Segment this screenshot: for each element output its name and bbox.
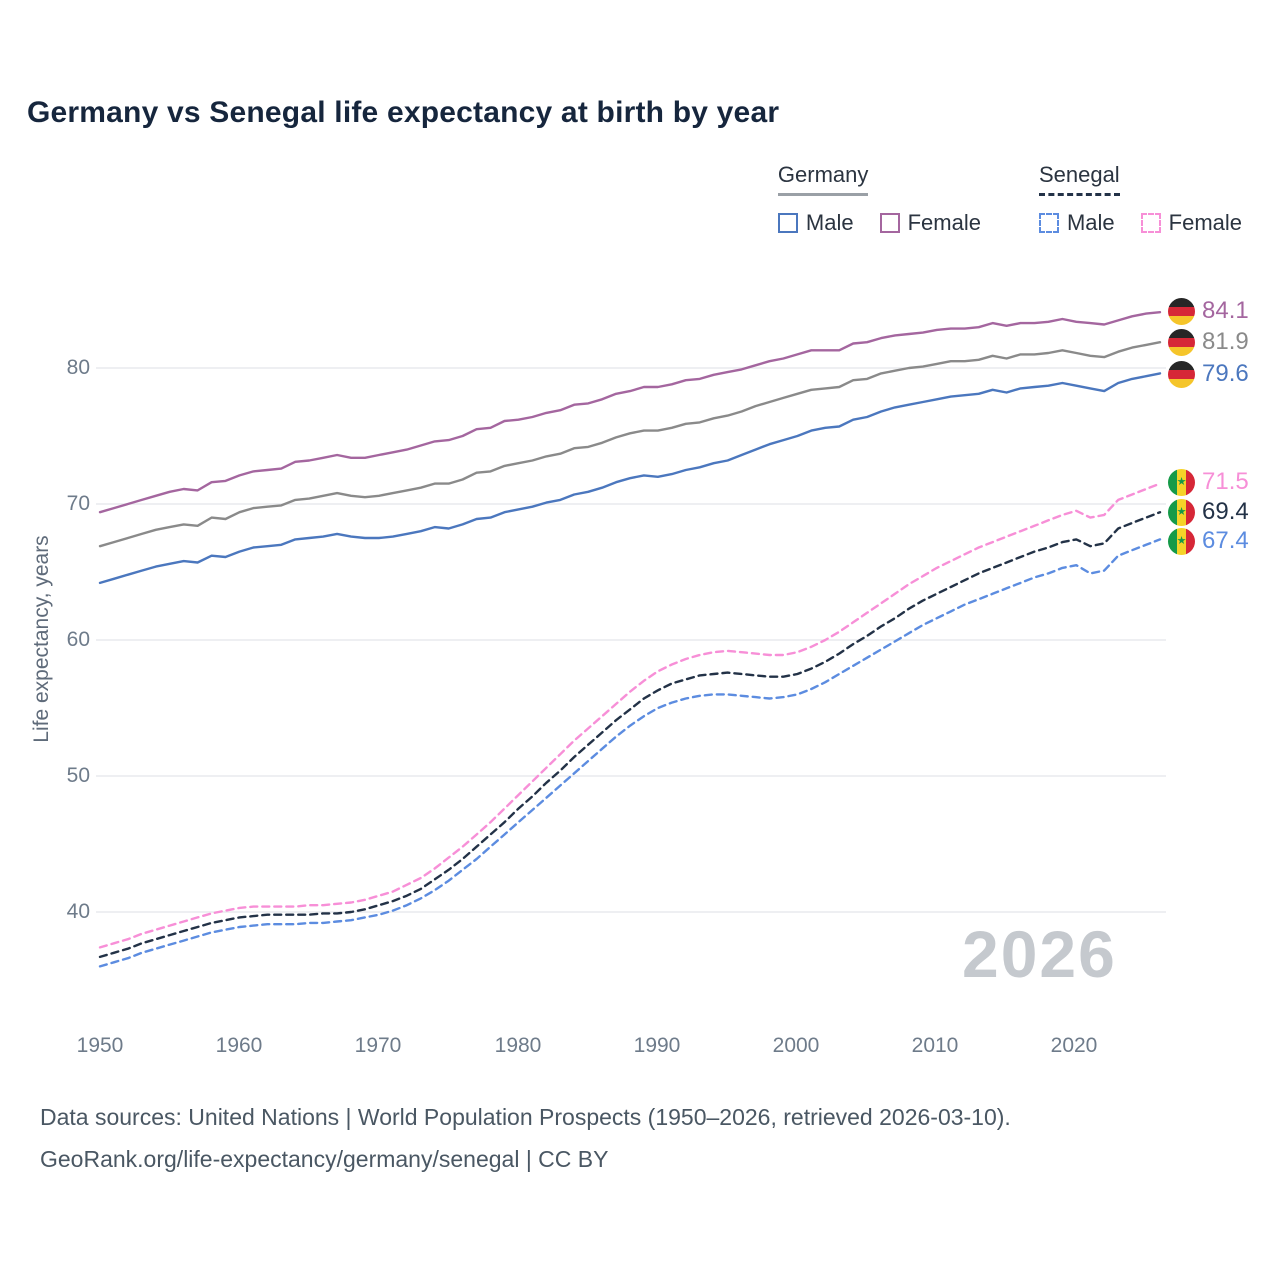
year-watermark: 2026 [962, 917, 1117, 991]
y-tick-40: 40 [66, 900, 90, 923]
x-tick-2000: 2000 [772, 1034, 820, 1057]
footer: Data sources: United Nations | World Pop… [40, 1096, 1011, 1180]
germany-female-swatch-icon [879, 213, 900, 233]
legend-germany-male-label: Male [805, 210, 854, 235]
x-tick-2020: 2020 [1050, 1034, 1098, 1057]
senegal-male-swatch-icon [1038, 213, 1059, 233]
end-label-germany-female: 84.1 [1168, 297, 1249, 325]
legend-germany-female-label: Female [907, 210, 981, 235]
senegal-flag-icon [1168, 468, 1195, 496]
attribution-line: GeoRank.org/life-expectancy/germany/sene… [40, 1146, 609, 1172]
senegal-flag-icon [1168, 527, 1195, 555]
legend: Germany Male Female Senegal Male Female [777, 162, 1242, 236]
end-label-senegal-female: 71.5 [1168, 468, 1249, 496]
senegal-flag-icon [1168, 498, 1195, 526]
legend-senegal-female-label: Female [1168, 210, 1242, 235]
x-tick-1980: 1980 [494, 1034, 542, 1057]
end-value: 71.5 [1202, 468, 1249, 495]
series-line-senegal-both-sexes [98, 511, 1162, 959]
series-line-germany-both-sexes [98, 341, 1162, 548]
end-value: 67.4 [1202, 527, 1249, 554]
legend-group-senegal: Senegal Male Female [1038, 162, 1242, 236]
legend-senegal-male-label: Male [1066, 210, 1115, 235]
x-tick-1960: 1960 [215, 1034, 263, 1057]
end-label-senegal-male: 67.4 [1168, 527, 1249, 555]
series-line-senegal-male [98, 538, 1162, 968]
y-tick-60: 60 [66, 628, 90, 651]
x-tick-1970: 1970 [354, 1034, 402, 1057]
germany-flag-icon [1168, 297, 1195, 325]
x-tick-2010: 2010 [911, 1034, 959, 1057]
end-label-germany-both: 81.9 [1168, 328, 1249, 356]
y-tick-80: 80 [66, 356, 90, 379]
end-value: 84.1 [1202, 297, 1249, 324]
y-tick-70: 70 [66, 492, 90, 515]
germany-flag-icon [1168, 328, 1195, 356]
page-title: Germany vs Senegal life expectancy at bi… [27, 96, 780, 129]
senegal-female-swatch-icon [1140, 213, 1161, 233]
x-tick-1950: 1950 [76, 1034, 124, 1057]
legend-germany-male: Male [777, 210, 854, 236]
germany-male-swatch-icon [777, 213, 798, 233]
y-axis-label: Life expectancy, years [30, 535, 53, 743]
legend-group-germany: Germany Male Female [777, 162, 981, 236]
legend-senegal-male: Male [1038, 210, 1115, 236]
series-line-germany-male [98, 372, 1162, 585]
series-line-germany-female [98, 311, 1162, 514]
germany-flag-icon [1168, 360, 1195, 388]
y-tick-50: 50 [66, 764, 90, 787]
data-sources-line: Data sources: United Nations | World Pop… [40, 1104, 1011, 1130]
end-value: 81.9 [1202, 328, 1249, 355]
legend-germany-female: Female [879, 210, 981, 236]
legend-senegal-label: Senegal [1038, 162, 1120, 196]
end-label-senegal-both: 69.4 [1168, 498, 1249, 526]
legend-germany-label: Germany [777, 162, 869, 196]
end-value: 69.4 [1202, 498, 1249, 525]
legend-senegal-female: Female [1140, 210, 1242, 236]
end-label-germany-male: 79.6 [1168, 360, 1249, 388]
series-line-senegal-female [98, 482, 1162, 949]
x-tick-1990: 1990 [633, 1034, 681, 1057]
end-value: 79.6 [1202, 360, 1249, 387]
